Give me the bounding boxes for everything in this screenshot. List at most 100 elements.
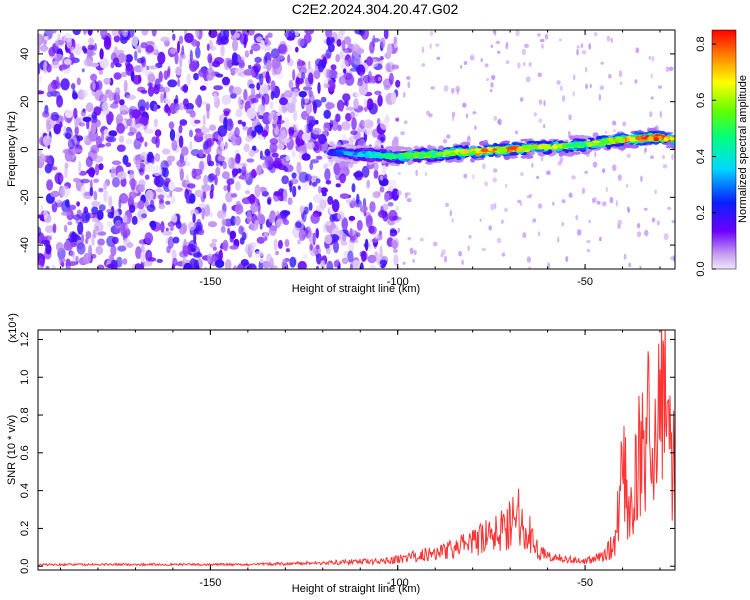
noise-blob [302, 210, 307, 223]
noise-blob [333, 240, 339, 253]
noise-blob [229, 245, 239, 250]
noise-blob [133, 154, 143, 165]
noise-blob [280, 106, 288, 114]
noise-blob [310, 159, 320, 164]
noise-blob [207, 53, 213, 64]
noise-speckle [403, 120, 408, 125]
noise-blob [254, 124, 264, 133]
noise-blob [355, 112, 359, 118]
noise-blob [67, 261, 78, 266]
noise-speckle [543, 124, 546, 129]
noise-blob [116, 53, 127, 63]
noise-blob [201, 100, 208, 105]
noise-blob [93, 221, 104, 233]
noise-speckle [449, 209, 452, 217]
chart-title: C2E2.2024.304.20.47.G02 [292, 1, 459, 17]
noise-blob [125, 162, 132, 168]
noise-blob [213, 92, 218, 103]
noise-blob [328, 42, 335, 53]
noise-blob [356, 219, 363, 231]
noise-blob [233, 32, 240, 39]
noise-blob [289, 256, 297, 268]
noise-blob [270, 80, 276, 93]
noise-blob [345, 106, 356, 111]
noise-blob [144, 141, 148, 147]
noise-blob [68, 204, 77, 211]
noise-speckle [466, 113, 469, 119]
noise-blob [53, 53, 64, 61]
noise-blob [295, 46, 299, 53]
noise-blob [221, 94, 232, 105]
noise-blob [56, 95, 64, 108]
noise-blob [361, 165, 370, 178]
noise-blob [335, 259, 340, 267]
noise-blob [327, 195, 334, 205]
noise-blob [39, 44, 49, 52]
noise-blob [262, 161, 269, 169]
signal-blob [592, 140, 601, 144]
noise-speckle [522, 62, 526, 66]
noise-speckle [571, 175, 576, 180]
noise-blob [268, 213, 276, 224]
noise-blob [278, 104, 283, 115]
noise-speckle [505, 60, 510, 64]
noise-blob [339, 30, 345, 36]
noise-blob [323, 56, 327, 62]
noise-blob [315, 265, 320, 269]
y-tick-label: 0.4 [19, 483, 31, 498]
noise-blob [122, 258, 128, 265]
noise-blob [329, 214, 336, 223]
noise-blob [194, 189, 204, 198]
noise-speckle [467, 245, 470, 252]
noise-blob [293, 88, 299, 98]
noise-blob [272, 160, 282, 169]
noise-blob [117, 245, 127, 252]
noise-blob [283, 188, 288, 202]
noise-blob [355, 232, 361, 238]
noise-blob [351, 44, 362, 57]
noise-blob [97, 264, 105, 269]
noise-blob [393, 36, 398, 45]
noise-blob [284, 239, 290, 248]
noise-blob [349, 67, 359, 72]
noise-blob [70, 83, 76, 90]
noise-blob [119, 99, 125, 106]
noise-blob [229, 230, 237, 240]
noise-blob [283, 137, 291, 143]
noise-blob [44, 163, 52, 174]
noise-blob [315, 228, 320, 239]
noise-blob [235, 153, 241, 164]
noise-blob [292, 109, 298, 122]
noise-blob [322, 164, 328, 169]
noise-speckle [626, 153, 631, 159]
noise-blob [111, 30, 120, 37]
noise-blob [183, 104, 189, 110]
noise-blob [241, 197, 252, 205]
y-tick-label: 0.0 [19, 559, 31, 574]
y-tick-label: 0.8 [19, 407, 31, 422]
noise-blob [222, 239, 229, 252]
noise-blob [203, 266, 208, 269]
noise-speckle [461, 259, 464, 266]
noise-blob [238, 263, 242, 269]
noise-blob [364, 106, 368, 112]
noise-blob [107, 221, 113, 228]
noise-blob [93, 190, 98, 201]
noise-blob [349, 227, 353, 241]
noise-blob [198, 68, 208, 78]
signal-blob [511, 155, 519, 159]
noise-blob [309, 243, 314, 251]
noise-speckle [400, 131, 405, 136]
noise-speckle [501, 219, 504, 224]
noise-blob [380, 37, 386, 49]
noise-blob [178, 135, 184, 148]
noise-blob [127, 131, 135, 136]
noise-speckle [671, 219, 675, 224]
noise-speckle [643, 207, 648, 211]
noise-speckle [492, 30, 496, 34]
noise-speckle [466, 136, 471, 144]
noise-speckle [580, 43, 584, 48]
noise-blob [195, 46, 201, 59]
noise-blob [315, 119, 319, 125]
noise-blob [88, 244, 93, 258]
